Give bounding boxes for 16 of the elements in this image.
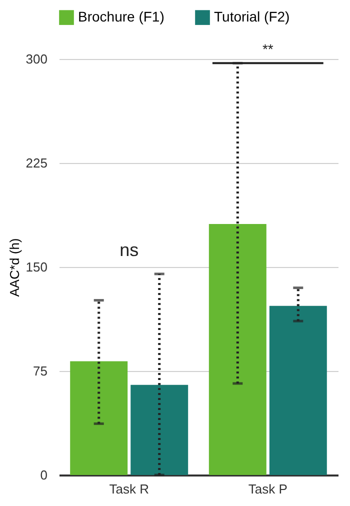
y-tick-label: 300 (26, 52, 48, 66)
y-tick-label: 75 (33, 364, 48, 378)
x-tick-label: Task P (248, 482, 288, 496)
y-tick-label: 225 (26, 156, 48, 170)
y-axis-title: AAC*d (h) (6, 238, 22, 297)
bar (269, 306, 327, 475)
x-tick-label: Task R (109, 482, 149, 496)
bar (130, 384, 188, 475)
bar (208, 224, 266, 475)
text: ** (262, 41, 274, 58)
bar (70, 361, 128, 475)
y-tick-label: 150 (26, 260, 48, 274)
y-tick-label: 0 (40, 468, 48, 482)
legend-label: Brochure (F1) (78, 8, 164, 25)
annotation: ns (120, 240, 139, 260)
legend-label: Tutorial (F2) (214, 8, 290, 25)
